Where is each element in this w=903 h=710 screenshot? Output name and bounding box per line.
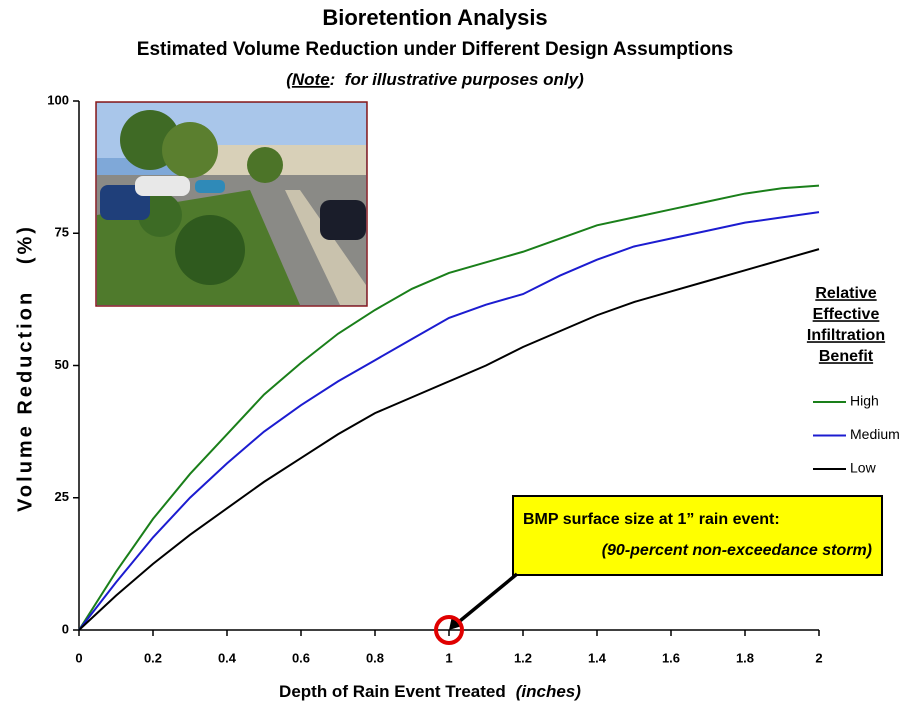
- legend-label: Medium: [850, 426, 900, 442]
- x-tick-label: 1: [445, 650, 452, 665]
- legend-title: Benefit: [819, 348, 874, 365]
- line-series: [78, 211, 820, 631]
- y-tick-label: 0: [62, 621, 69, 636]
- x-label-part: Depth of Rain Event Treated: [279, 682, 506, 701]
- line-series: [78, 248, 820, 631]
- x-tick-label: 1.6: [662, 650, 680, 665]
- x-tick-label: 2: [815, 650, 822, 665]
- chart-subtitle: Estimated Volume Reduction under Differe…: [137, 39, 733, 60]
- note-part: (: [286, 70, 294, 89]
- annotation-text: (90-percent non-exceedance storm): [602, 542, 872, 559]
- note-part: : for illustrative purposes only): [330, 70, 584, 89]
- legend-title: Infiltration: [807, 327, 885, 344]
- x-tick-label: 1.8: [736, 650, 754, 665]
- x-tick-label: 0: [75, 650, 82, 665]
- photo: [95, 101, 368, 307]
- x-tick-label: 0.6: [292, 650, 310, 665]
- x-label-part: (inches): [516, 682, 582, 701]
- y-tick-label: 25: [55, 489, 69, 504]
- annotation-text: BMP surface size at 1” rain event:: [523, 511, 780, 528]
- legend-title: Relative: [815, 285, 876, 302]
- y-tick-label: 50: [55, 357, 69, 372]
- x-axis-label: Depth of Rain Event Treated (inches): [279, 682, 581, 701]
- x-tick-label: 0.8: [366, 650, 384, 665]
- annotation-box: [512, 495, 883, 576]
- line-series: [78, 184, 820, 631]
- x-tick-label: 0.2: [144, 650, 162, 665]
- x-tick-label: 1.4: [588, 650, 607, 665]
- arrow-head: [449, 616, 462, 630]
- x-tick-label: 0.4: [218, 650, 237, 665]
- legend-label: High: [850, 393, 879, 409]
- legend-title: Effective: [813, 306, 880, 323]
- annotation-arrow: [453, 572, 519, 627]
- legend-label: Low: [850, 460, 877, 476]
- note-part: Note: [292, 70, 330, 89]
- y-axis-label: Volume Reduction (%): [14, 224, 36, 512]
- annotation-circle: [434, 615, 464, 645]
- y-tick-label: 75: [55, 225, 69, 240]
- chart-title: Bioretention Analysis: [322, 5, 547, 30]
- note: (Note: for illustrative purposes only): [286, 70, 584, 89]
- x-tick-label: 1.2: [514, 650, 532, 665]
- y-tick-label: 100: [47, 92, 69, 107]
- annotation: BMP surface size at 1” rain event: (90-p…: [512, 495, 883, 576]
